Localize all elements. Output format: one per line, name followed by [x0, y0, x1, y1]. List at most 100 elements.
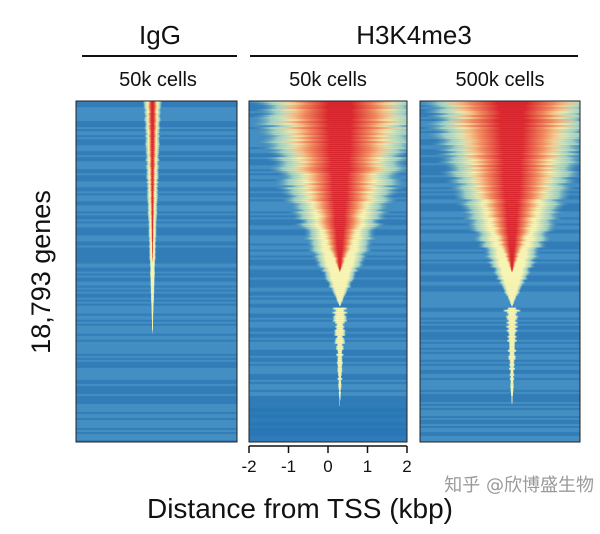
signal-core [460, 147, 564, 150]
signal-core [464, 145, 560, 148]
signal-band [150, 295, 155, 298]
signal-core [491, 219, 533, 222]
signal-band [510, 381, 514, 385]
heatmap-row [249, 417, 407, 421]
heatmap-row [76, 357, 237, 361]
signal-core [472, 177, 552, 180]
signal-core [149, 161, 156, 164]
signal-band [508, 299, 516, 302]
heatmap-row [76, 255, 237, 258]
heatmap-row [420, 293, 580, 296]
signal-band [339, 403, 341, 407]
heatmap-row [76, 439, 237, 443]
panel-border [75, 100, 238, 443]
signal-core [327, 247, 352, 250]
heatmap-row [249, 295, 407, 298]
heatmap-row [420, 423, 580, 427]
heatmap-row [249, 385, 407, 389]
heatmap-row [76, 361, 237, 365]
signal-core [148, 145, 157, 148]
signal-band [505, 325, 519, 328]
signal-core [282, 111, 398, 114]
signal-band [150, 281, 155, 284]
signal-band [150, 299, 155, 302]
signal-core [307, 185, 373, 188]
heatmap-row [76, 427, 237, 431]
signal-band [335, 353, 345, 357]
signal-core [322, 231, 358, 234]
signal-band [336, 299, 344, 302]
signal-core [147, 107, 158, 110]
signal-core [332, 255, 348, 258]
heatmap-row [420, 291, 580, 294]
signal-core [503, 251, 521, 254]
signal-band [505, 317, 519, 320]
heatmap-row [76, 283, 237, 286]
heatmap-row [420, 309, 580, 312]
signal-core [151, 219, 154, 222]
signal-band [333, 293, 347, 296]
signal-core [148, 147, 157, 150]
signal-core [303, 175, 377, 178]
heatmap-row [76, 369, 237, 373]
heatmap-row [76, 409, 237, 413]
signal-core [148, 141, 157, 144]
signal-core [461, 139, 563, 142]
signal-core [445, 125, 579, 128]
heatmap-row [249, 415, 407, 419]
signal-core [287, 147, 393, 150]
heatmap-row [76, 347, 237, 351]
signal-core [494, 227, 530, 230]
signal-core [510, 267, 514, 270]
heatmap-row [249, 359, 407, 363]
signal-band [332, 317, 348, 320]
heatmap-row [76, 371, 237, 375]
signal-band [322, 271, 358, 274]
signal-band [332, 291, 348, 294]
signal-core [486, 207, 538, 210]
signal-band [149, 263, 156, 266]
heatmap-row [420, 427, 580, 431]
signal-core [484, 199, 540, 202]
signal-core [148, 129, 157, 132]
signal-core [510, 269, 514, 272]
heatmap-row [249, 431, 407, 435]
signal-band [508, 367, 516, 371]
heatmap-row [76, 271, 237, 274]
panel-border [419, 100, 581, 443]
heatmap-row [420, 365, 580, 369]
signal-core [458, 133, 566, 136]
heatmap-row [76, 241, 237, 244]
signal-core [316, 219, 364, 222]
heatmap-row [249, 343, 407, 347]
signal-core [150, 205, 155, 208]
signal-core [300, 183, 380, 186]
signal-core [471, 187, 553, 190]
signal-band [339, 399, 341, 403]
signal-core [274, 121, 406, 124]
signal-core [150, 207, 155, 210]
signal-core [151, 255, 153, 258]
heatmap-row [249, 377, 407, 381]
signal-band [507, 337, 517, 340]
signal-band [494, 277, 530, 280]
signal-core [339, 269, 341, 272]
signal-core [461, 149, 563, 152]
heatmap-row [76, 365, 237, 369]
signal-core [283, 133, 396, 136]
signal-core [331, 253, 348, 256]
heatmap-row [76, 269, 237, 272]
heatmap-row [249, 321, 407, 324]
signal-band [151, 311, 154, 314]
signal-core [459, 117, 565, 120]
heatmap-row [76, 423, 237, 427]
heatmap-row [249, 381, 407, 385]
signal-core [276, 127, 404, 130]
heatmap-row [420, 373, 580, 377]
heatmap-row [76, 335, 237, 338]
signal-core [291, 155, 389, 158]
signal-band [505, 321, 519, 324]
heatmap-row [420, 387, 580, 391]
signal-core [470, 183, 554, 186]
heatmap-row [249, 409, 407, 413]
